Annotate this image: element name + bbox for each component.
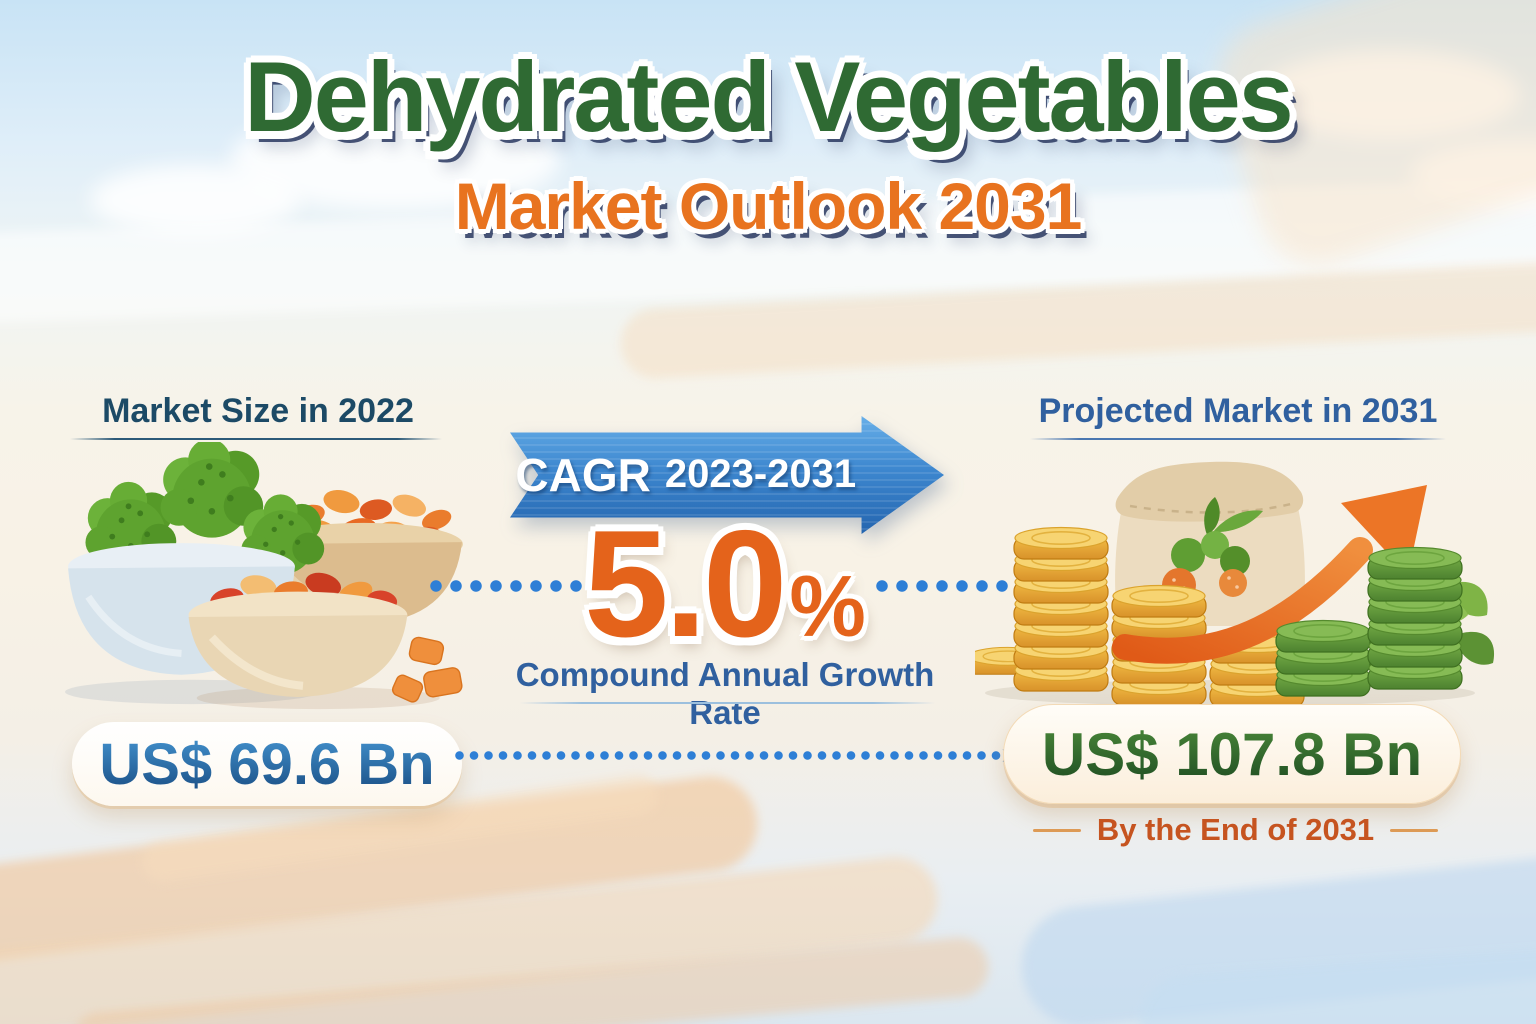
- growth-rate-caption: Compound Annual Growth Rate: [515, 656, 935, 731]
- title-block: Dehydrated Vegetables Market Outlook 203…: [0, 40, 1536, 244]
- projection-caption: By the End of 2031: [1096, 812, 1375, 847]
- shadow: [196, 686, 440, 710]
- cagr-years: 2023-2031: [664, 452, 857, 497]
- brush-stroke: [1137, 941, 1536, 1024]
- heading-underline: [1030, 438, 1446, 440]
- market-size-pill: US$ 69.6 Bn: [72, 722, 462, 806]
- cagr-label: CAGR: [515, 448, 651, 501]
- brush-stroke: [69, 935, 991, 1024]
- projection-caption-row: By the End of 2031: [1008, 812, 1463, 848]
- dehydrated-vegetables-illustration: [65, 442, 463, 710]
- produce-bag-icon: [1115, 461, 1305, 626]
- page-title: Dehydrated Vegetables: [244, 41, 1293, 152]
- growth-rate: 5.0%: [505, 508, 945, 660]
- carrot-chunks-icon: [391, 636, 463, 703]
- brush-stroke: [1015, 837, 1536, 1024]
- right-arrow-ribbon-icon: [510, 416, 944, 534]
- right-section-heading: Projected Market in 2031: [1038, 392, 1438, 430]
- cagr-banner: CAGR 2023-2031: [510, 416, 944, 534]
- growth-rate-underline: [520, 702, 935, 704]
- brush-stroke: [0, 852, 942, 1024]
- heading-underline: [70, 438, 442, 440]
- dotted-connector-left: [430, 580, 586, 592]
- growth-rate-unit: %: [789, 559, 866, 655]
- flow-dotted-arrow: [455, 744, 1019, 766]
- brush-stroke: [618, 259, 1536, 381]
- market-size-value: US$ 69.6 Bn: [99, 731, 435, 797]
- dash-decor: [1390, 828, 1439, 832]
- dash-decor: [1032, 828, 1081, 832]
- dried-vegetable-bowl-icon: [188, 572, 408, 697]
- left-section-heading: Market Size in 2022: [102, 392, 414, 430]
- page-subtitle: Market Outlook 2031: [454, 169, 1083, 243]
- market-growth-illustration: [975, 461, 1495, 708]
- cagr-banner-text: CAGR 2023-2031: [510, 433, 862, 518]
- projected-market-pill: US$ 107.8 Bn: [1003, 704, 1461, 804]
- growth-rate-value: 5.0: [584, 499, 787, 669]
- projected-market-value: US$ 107.8 Bn: [1041, 720, 1423, 788]
- dotted-connector-right: [876, 580, 1008, 592]
- flow-dots: [455, 750, 1004, 760]
